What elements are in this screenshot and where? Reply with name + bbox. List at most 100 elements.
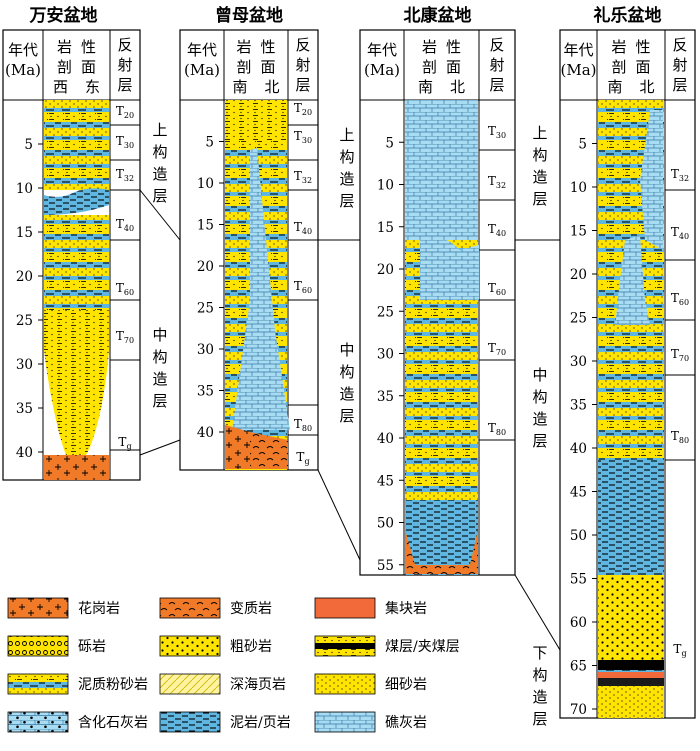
legend-swatch [7,673,69,695]
age-header-line1: 年代 [563,41,593,59]
age-axis: 5 10 15 20 25 30 35 40 45 50 55 60 65 70 [570,137,597,718]
tectonic-char: 构 [339,148,354,166]
reflector-label: T30 [116,134,134,150]
age-header: 年代 (Ma) [5,41,41,79]
tectonic-char: 层 [532,432,547,450]
tectonic-char: 造 [532,168,547,186]
tectonic-char: 层 [339,192,354,210]
age-tick-label: 25 [570,311,587,327]
age-tick-label: 40 [197,425,214,441]
lith-char: 剖 [422,58,437,76]
legend-swatch [314,711,376,733]
age-tick-label: 25 [377,304,394,320]
age-tick-label: 20 [377,262,394,278]
legend-item: 粗砂岩 [159,635,272,657]
tectonic-char: 构 [152,348,167,366]
legend-item: 细砂岩 [314,673,427,695]
tectonic-char: 构 [532,666,547,684]
reflector-header: 反射层 [489,36,504,94]
lithology-header: 岩性剖 面西东 [53,38,100,96]
basin-title: 北康盆地 [404,5,472,26]
age-axis: 5 10 15 20 25 30 35 40 [16,137,43,461]
age-tick-label: 30 [377,347,394,363]
lith-char: 面 [635,58,650,76]
refl-header-char: 层 [295,76,310,94]
legend-label: 粗砂岩 [230,639,272,655]
age-tick-label: 5 [205,135,214,151]
refl-header-char: 层 [489,76,504,94]
age-tick-label: 10 [570,180,587,196]
legend-label: 集块岩 [385,600,427,617]
tectonic-char: 层 [532,190,547,208]
age-header-line2: (Ma) [184,61,220,79]
reflector-label: Tg [673,642,686,658]
refl-header-char: 反 [295,36,310,54]
lith-dir-left: 西 [53,78,68,96]
lith-char: 剖 [611,58,626,76]
lithology-column [225,100,290,470]
age-header-line1: 年代 [8,41,38,59]
lith-char: 性 [81,38,96,56]
age-axis: 5 10 15 20 25 30 35 40 45 50 55 [377,135,404,574]
age-tick-label: 70 [570,702,587,718]
age-header-line1: 年代 [187,41,217,59]
age-tick-label: 20 [16,269,33,285]
age-axis: 5 10 15 20 25 30 35 40 [197,135,224,441]
age-header: 年代 (Ma) [560,41,596,79]
age-tick-label: 35 [16,401,33,417]
legend-label: 深海页岩 [230,677,286,693]
age-tick-label: 10 [16,181,33,197]
legend-item: 泥岩/页岩 [159,711,291,733]
reflector-label: Tg [296,450,309,466]
legend-label: 含化石灰岩 [78,715,148,731]
legend-item: 花岗岩 [7,597,120,619]
legend-item: 变质岩 [159,597,272,619]
reflector-column: T32 T40 T60 T70 T80 Tg [665,99,695,719]
reflector-label: T60 [488,281,506,297]
reflector-label: T70 [488,341,506,357]
legend-swatch [314,597,376,619]
refl-header-char: 层 [672,76,687,94]
age-header: 年代 (Ma) [364,41,400,79]
lith-char: 性 [260,38,275,56]
legend-label: 花岗岩 [78,601,120,617]
legend-label: 细砂岩 [385,677,427,693]
legend-label: 泥质粉砂岩 [78,677,148,693]
age-tick-label: 5 [385,135,394,151]
reflector-label: T32 [488,174,506,190]
age-tick-label: 40 [377,431,394,447]
age-tick-label: 45 [570,485,587,501]
age-tick-label: 35 [197,384,214,400]
tectonic-char: 层 [152,392,167,410]
age-tick-label: 30 [197,342,214,358]
reflector-label: T32 [116,167,134,183]
tectonic-char: 层 [152,187,167,205]
reflector-label: T32 [671,167,689,183]
lith-char: 面 [260,58,275,76]
tectonic-char: 上 [532,124,547,142]
refl-header-char: 射 [295,56,310,74]
lith-dir-right: 北 [264,78,279,96]
tectonic-char: 上 [339,126,354,144]
lithology-header: 岩性剖 面南北 [232,38,279,96]
age-tick-label: 5 [24,137,33,153]
legend-item: 礁灰岩 [314,711,427,733]
reflector-label: T40 [116,217,134,233]
age-tick-label: 35 [570,398,587,414]
lithology-column [405,100,479,575]
age-tick-label: 40 [570,441,587,457]
legend-swatch [159,711,221,733]
refl-header-char: 反 [672,36,687,54]
legend-label: 礁灰岩 [385,715,427,731]
tectonic-char: 造 [339,385,354,403]
age-tick-label: 15 [16,225,33,241]
age-tick-label: 65 [570,659,587,675]
reflector-label: T60 [671,291,689,307]
refl-header-char: 射 [672,56,687,74]
refl-header-char: 反 [489,36,504,54]
reflector-header: 反射层 [117,36,132,94]
refl-header-char: 层 [117,76,132,94]
age-tick-label: 55 [570,572,587,588]
